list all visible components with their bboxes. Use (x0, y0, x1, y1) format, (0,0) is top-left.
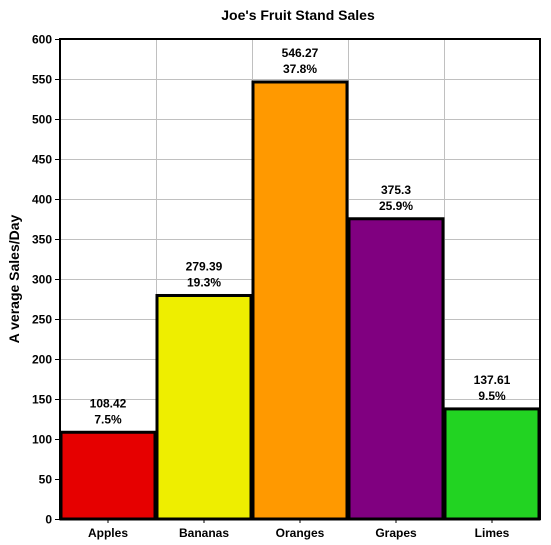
data-label-percent: 9.5% (478, 389, 506, 403)
data-label-percent: 25.9% (379, 199, 413, 213)
x-tick-label: Bananas (179, 526, 229, 540)
y-tick-label: 150 (32, 393, 52, 407)
data-labels: 108.42 7.5% 279.39 19.3% 546.27 37.8% 375.3 25.… (90, 46, 511, 426)
bar-apples (59, 430, 157, 521)
y-tick-label: 350 (32, 233, 52, 247)
bars (59, 80, 541, 521)
x-tick-label: Limes (475, 526, 510, 540)
y-tick-label: 600 (32, 33, 52, 47)
y-tick-label: 300 (32, 273, 52, 287)
data-label-percent: 19.3% (187, 275, 221, 289)
bar-grapes (347, 217, 445, 521)
data-label-value: 279.39 (186, 259, 223, 273)
y-tick-label: 50 (39, 473, 53, 487)
data-label-percent: 37.8% (283, 62, 317, 76)
data-label-percent: 7.5% (94, 412, 122, 426)
y-tick-label: 250 (32, 313, 52, 327)
x-tick-label: Apples (88, 526, 128, 540)
y-axis-label: A verage Sales/Day (6, 214, 22, 343)
data-label-value: 546.27 (282, 46, 319, 60)
data-label-value: 375.3 (381, 183, 411, 197)
y-tick-label: 400 (32, 193, 52, 207)
y-axis-ticks: 0 50 100 150 200 250 300 350 400 450 500 550 600 (32, 33, 60, 527)
y-tick-label: 100 (32, 433, 52, 447)
data-label-value: 137.61 (474, 373, 511, 387)
y-tick-label: 450 (32, 153, 52, 167)
y-tick-label: 550 (32, 73, 52, 87)
chart-title: Joe's Fruit Stand Sales (221, 7, 375, 23)
y-tick-label: 200 (32, 353, 52, 367)
x-tick-label: Oranges (276, 526, 325, 540)
data-label-value: 108.42 (90, 396, 127, 410)
y-tick-label: 500 (32, 113, 52, 127)
bar-limes (443, 407, 541, 521)
y-tick-label: 0 (45, 513, 52, 527)
bar-bananas (155, 293, 253, 521)
x-tick-label: Grapes (375, 526, 417, 540)
x-axis-ticks: Apples Bananas Oranges Grapes Limes (88, 519, 510, 540)
bar-oranges (251, 80, 349, 521)
